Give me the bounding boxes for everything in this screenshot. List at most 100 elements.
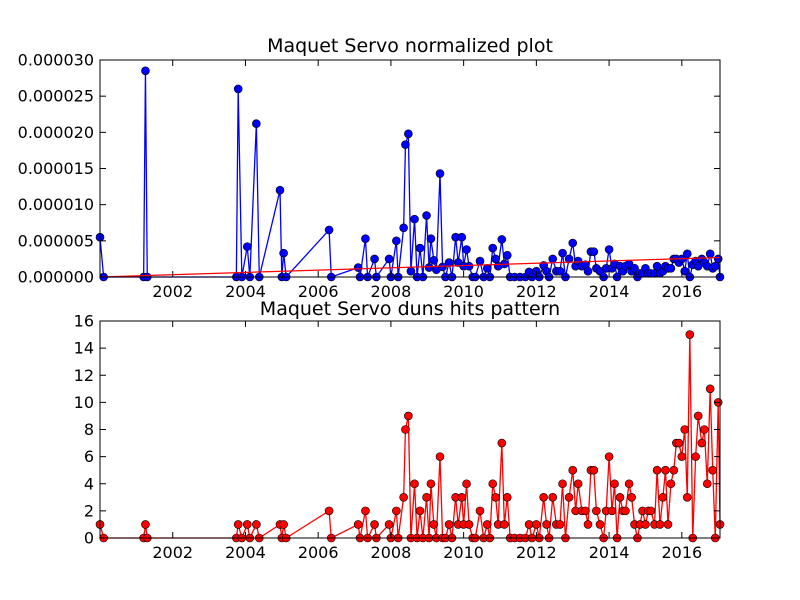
y-tick-label: 0.000025: [18, 87, 94, 106]
data-point: [542, 520, 551, 529]
data-point: [607, 506, 617, 516]
data-point: [627, 493, 636, 502]
x-tick-label: 2002: [152, 543, 193, 562]
data-point: [370, 254, 379, 264]
series-line: [99, 256, 721, 278]
y-tick-label: 16: [74, 312, 94, 331]
data-point: [415, 506, 425, 516]
data-point: [589, 465, 599, 475]
data-point: [429, 256, 439, 265]
x-tick-label: 2004: [225, 543, 266, 562]
data-point: [682, 249, 692, 259]
data-point: [488, 479, 498, 489]
data-point: [555, 266, 565, 276]
data-point: [475, 506, 485, 516]
data-point: [652, 465, 662, 475]
data-point: [710, 261, 720, 271]
y-tick-label: 6: [84, 447, 94, 466]
data-point: [661, 465, 670, 475]
y-tick-label: 0.000000: [18, 268, 94, 287]
data-point: [641, 520, 650, 529]
data-point: [242, 242, 252, 251]
y-tick-label: 14: [74, 339, 94, 358]
data-point: [663, 520, 673, 529]
data-point: [457, 232, 467, 242]
data-point: [141, 66, 150, 76]
data-point: [713, 254, 723, 264]
data-point: [497, 235, 507, 244]
x-tick-label: 2010: [443, 543, 484, 562]
axis-layer: 2002 2004 2006 2008 2010 2012 2014 2016 0 2 4 6 8 10 1…: [74, 312, 720, 562]
data-point: [674, 438, 684, 448]
data-point: [324, 225, 334, 235]
data-point: [592, 506, 601, 516]
chart-title: Maquet Servo normalized plot: [267, 35, 553, 57]
data-point: [548, 493, 558, 502]
y-tick-label: 0.000015: [18, 159, 94, 178]
axes-frame: [99, 320, 721, 539]
data-point: [697, 438, 707, 448]
data-point: [677, 452, 687, 461]
data-point: [532, 520, 541, 529]
data-point: [558, 248, 567, 258]
y-tick-label: 0.000020: [18, 123, 94, 142]
data-point: [410, 214, 419, 224]
data-point: [464, 261, 474, 271]
data-point: [475, 256, 485, 266]
data-point: [666, 264, 676, 273]
data-point: [422, 211, 431, 220]
x-tick-label: 2010: [443, 282, 484, 301]
y-tick-label: 0.000010: [18, 195, 94, 214]
data-point: [655, 520, 665, 529]
data-point: [558, 479, 567, 489]
data-point: [624, 479, 634, 489]
x-tick-label: 2006: [298, 282, 339, 301]
data-point: [666, 479, 676, 489]
data-point: [685, 330, 695, 339]
normalized-plot-chart: Maquet Servo normalized plot 2002 2004 200…: [18, 35, 725, 301]
data-point: [233, 520, 243, 529]
data-point: [502, 493, 512, 502]
data-point: [708, 465, 718, 475]
chart-title: Maquet Servo duns hits pattern: [260, 298, 560, 320]
data-point: [252, 520, 261, 529]
data-point: [404, 411, 413, 421]
data-point: [399, 493, 408, 502]
y-tick-label: 8: [84, 420, 94, 439]
x-tick-label: 2012: [516, 543, 557, 562]
data-point: [361, 506, 370, 516]
x-tick-label: 2008: [371, 543, 412, 562]
data-point: [604, 245, 614, 254]
data-point: [401, 140, 410, 149]
y-tick-label: 0.000030: [18, 51, 94, 70]
data-point: [275, 185, 285, 195]
data-point: [568, 465, 578, 475]
data-point: [500, 520, 509, 529]
data-point: [384, 520, 394, 529]
y-tick-label: 4: [84, 474, 94, 493]
data-point: [429, 520, 439, 529]
y-tick-label: 12: [74, 366, 94, 385]
data-point: [630, 264, 639, 273]
data-point: [548, 254, 558, 264]
data-point: [564, 254, 574, 264]
data-point: [462, 479, 471, 489]
data-point: [279, 248, 288, 258]
data-point: [457, 493, 467, 502]
data-point: [426, 479, 436, 489]
data-point: [401, 425, 410, 434]
data-point: [564, 493, 574, 502]
data-point: [353, 520, 363, 529]
data-point: [497, 438, 507, 448]
data-point: [406, 266, 416, 276]
data-point: [462, 245, 471, 254]
data-point: [410, 479, 419, 489]
data-point: [705, 384, 715, 394]
data-point: [700, 425, 709, 434]
data-point: [324, 506, 334, 516]
y-tick-label: 10: [74, 393, 94, 412]
x-tick-label: 2016: [661, 282, 702, 301]
data-point: [524, 520, 534, 529]
data-point: [658, 493, 668, 502]
